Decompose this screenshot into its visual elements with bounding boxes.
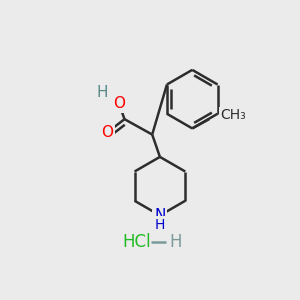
Text: O: O xyxy=(113,96,125,111)
Text: O: O xyxy=(101,125,113,140)
Text: N: N xyxy=(154,208,166,223)
Text: CH₃: CH₃ xyxy=(220,108,246,122)
Text: H: H xyxy=(169,233,182,251)
Text: HCl: HCl xyxy=(122,233,151,251)
Text: H: H xyxy=(96,85,108,100)
Text: H: H xyxy=(155,218,165,232)
